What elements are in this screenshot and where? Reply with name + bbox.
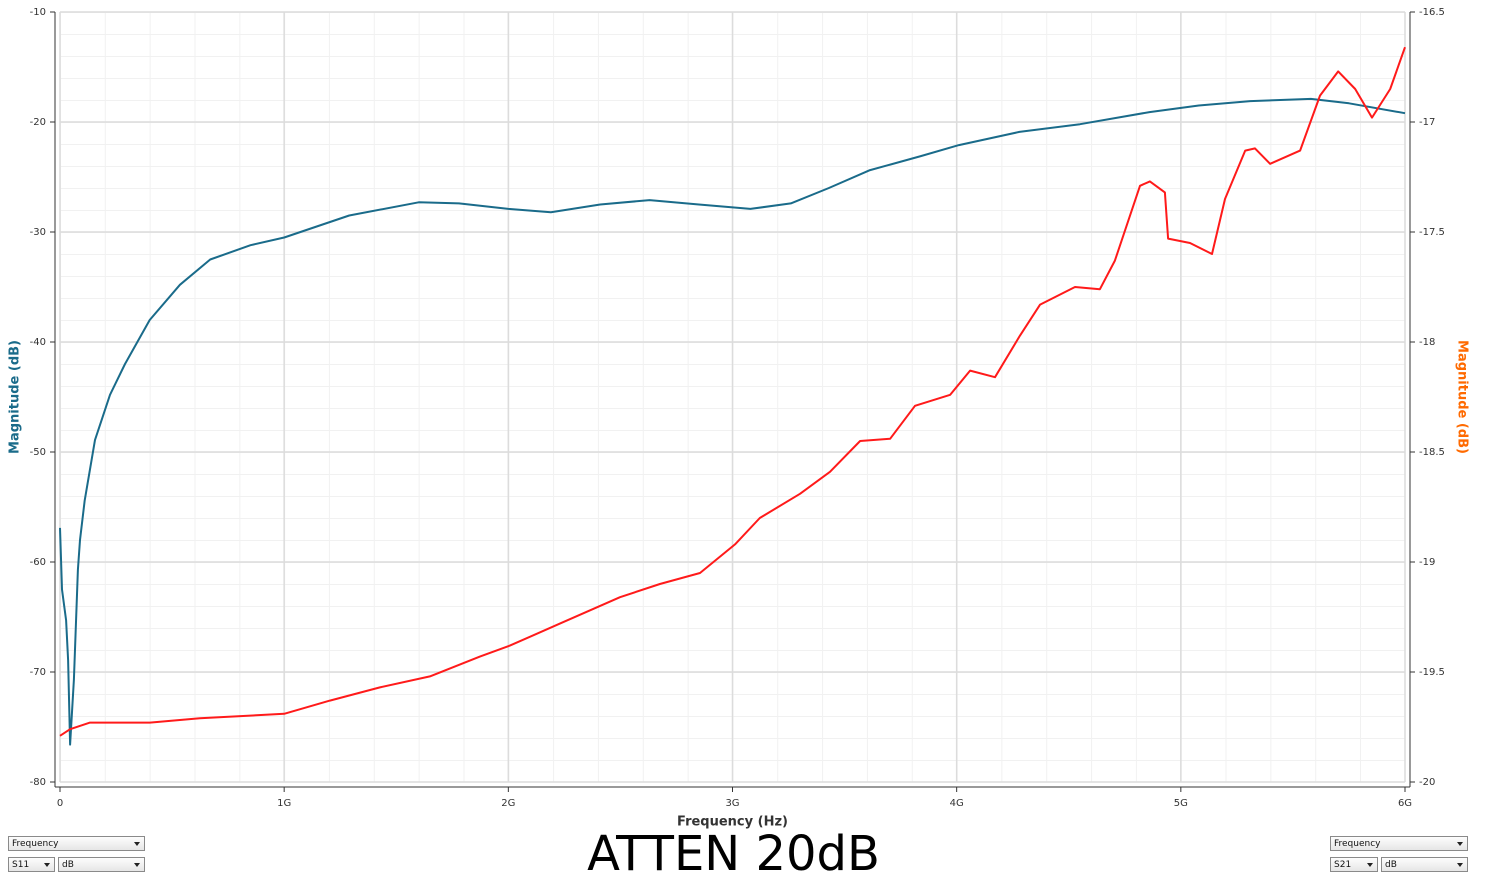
x-tick-label: 1G [277, 798, 291, 809]
x-tick-label: 2G [501, 798, 515, 809]
x-tick-label: 3G [725, 798, 739, 809]
series-line [59, 46, 1406, 737]
y2-tick-label: -18 [1419, 337, 1435, 348]
y2-tick-label: -19 [1419, 557, 1435, 568]
y-tick-label: -70 [30, 667, 46, 678]
format-select[interactable]: dB [1381, 857, 1468, 872]
x-tick-label: 5G [1174, 798, 1188, 809]
y-tick-label: -60 [30, 557, 46, 568]
y2-tick-label: -17.5 [1419, 227, 1445, 238]
x-select[interactable]: Frequency [8, 836, 145, 851]
y-tick-label: -30 [30, 227, 46, 238]
series-line [59, 97, 1406, 746]
format-select[interactable]: dB [58, 857, 145, 872]
y-axis-label: Magnitude (dB) [8, 340, 23, 454]
y-tick-label: -20 [30, 117, 46, 128]
y-tick-label: -50 [30, 447, 46, 458]
y2-tick-label: -17 [1419, 117, 1435, 128]
x-axis-label: Frequency (Hz) [677, 815, 788, 830]
y2-tick-label: -19.5 [1419, 667, 1445, 678]
y-tick-label: -10 [30, 7, 46, 18]
y-tick-label: -80 [30, 777, 46, 788]
caption: ATTEN 20dB [587, 826, 880, 882]
x-tick-label: 6G [1398, 798, 1412, 809]
trace-select[interactable]: S21 [1330, 857, 1378, 872]
x-tick-label: 0 [57, 798, 63, 809]
y2-tick-label: -18.5 [1419, 447, 1445, 458]
x-tick-label: 4G [950, 798, 964, 809]
y2-axis-label: Magnitude (dB) [1455, 340, 1470, 454]
trace-select[interactable]: S11 [8, 857, 55, 872]
y-tick-label: -40 [30, 337, 46, 348]
x-select[interactable]: Frequency [1330, 836, 1468, 851]
y2-tick-label: -20 [1419, 777, 1435, 788]
y2-tick-label: -16.5 [1419, 7, 1445, 18]
